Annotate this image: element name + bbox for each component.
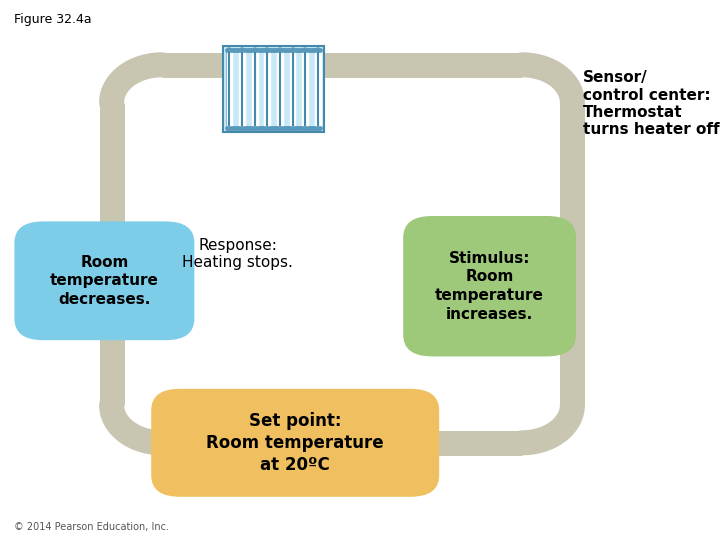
FancyBboxPatch shape — [223, 46, 324, 132]
Polygon shape — [99, 242, 124, 259]
Text: Set point:
Room temperature
at 20ºC: Set point: Room temperature at 20ºC — [207, 411, 384, 474]
Text: © 2014 Pearson Education, Inc.: © 2014 Pearson Education, Inc. — [14, 522, 169, 532]
Text: Sensor/
control center:
Thermostat
turns heater off.: Sensor/ control center: Thermostat turns… — [583, 70, 720, 137]
Polygon shape — [186, 430, 216, 455]
FancyBboxPatch shape — [14, 221, 194, 340]
FancyBboxPatch shape — [151, 389, 439, 497]
Text: Figure 32.4a: Figure 32.4a — [14, 14, 92, 26]
Text: Response:
Heating stops.: Response: Heating stops. — [182, 238, 293, 270]
Polygon shape — [274, 52, 304, 77]
Polygon shape — [560, 286, 585, 303]
Text: Stimulus:
Room
temperature
increases.: Stimulus: Room temperature increases. — [435, 251, 544, 322]
FancyBboxPatch shape — [403, 216, 576, 356]
Text: Room
temperature
decreases.: Room temperature decreases. — [50, 255, 159, 307]
